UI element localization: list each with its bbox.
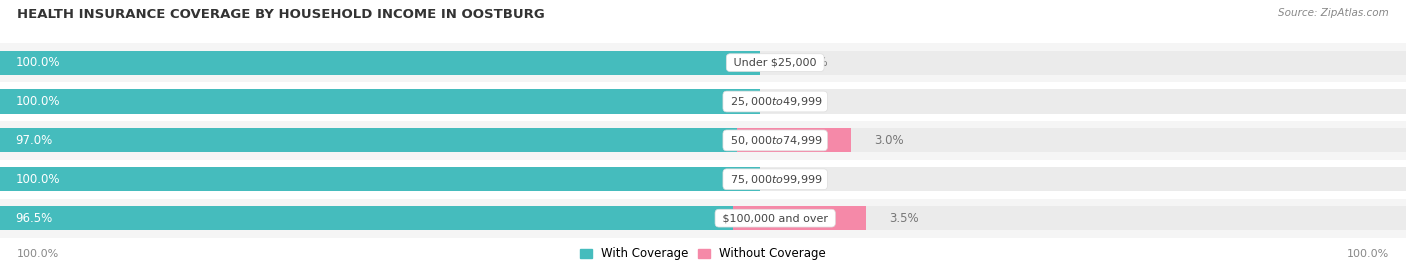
Text: $25,000 to $49,999: $25,000 to $49,999 bbox=[727, 95, 824, 108]
Bar bbox=[0, 206, 1406, 230]
Text: Source: ZipAtlas.com: Source: ZipAtlas.com bbox=[1278, 8, 1389, 18]
Text: 100.0%: 100.0% bbox=[15, 173, 59, 186]
Bar bbox=[0, 128, 1406, 153]
Bar bbox=[734, 206, 866, 230]
Bar bbox=[0, 43, 1406, 82]
Bar bbox=[0, 50, 761, 75]
Bar bbox=[737, 128, 851, 153]
Text: Under $25,000: Under $25,000 bbox=[730, 58, 820, 68]
Text: 97.0%: 97.0% bbox=[15, 134, 52, 147]
Bar bbox=[0, 89, 1406, 114]
Text: 100.0%: 100.0% bbox=[15, 56, 59, 69]
Bar bbox=[0, 167, 761, 191]
Legend: With Coverage, Without Coverage: With Coverage, Without Coverage bbox=[575, 242, 831, 265]
Bar bbox=[0, 167, 1406, 191]
Bar bbox=[0, 199, 1406, 238]
Bar bbox=[0, 50, 1406, 75]
Text: $100,000 and over: $100,000 and over bbox=[718, 213, 831, 223]
Bar bbox=[0, 82, 1406, 121]
Text: 100.0%: 100.0% bbox=[17, 249, 59, 259]
Bar bbox=[0, 121, 1406, 160]
Text: 96.5%: 96.5% bbox=[15, 212, 52, 225]
Bar bbox=[0, 128, 737, 153]
Text: 100.0%: 100.0% bbox=[15, 95, 59, 108]
Bar bbox=[0, 206, 734, 230]
Text: 3.5%: 3.5% bbox=[889, 212, 920, 225]
Text: 0.0%: 0.0% bbox=[799, 56, 828, 69]
Text: HEALTH INSURANCE COVERAGE BY HOUSEHOLD INCOME IN OOSTBURG: HEALTH INSURANCE COVERAGE BY HOUSEHOLD I… bbox=[17, 8, 544, 21]
Text: 0.0%: 0.0% bbox=[799, 95, 828, 108]
Bar bbox=[0, 89, 761, 114]
Text: $75,000 to $99,999: $75,000 to $99,999 bbox=[727, 173, 824, 186]
Bar bbox=[0, 160, 1406, 199]
Text: 0.0%: 0.0% bbox=[799, 173, 828, 186]
Text: $50,000 to $74,999: $50,000 to $74,999 bbox=[727, 134, 824, 147]
Text: 3.0%: 3.0% bbox=[875, 134, 904, 147]
Text: 100.0%: 100.0% bbox=[1347, 249, 1389, 259]
